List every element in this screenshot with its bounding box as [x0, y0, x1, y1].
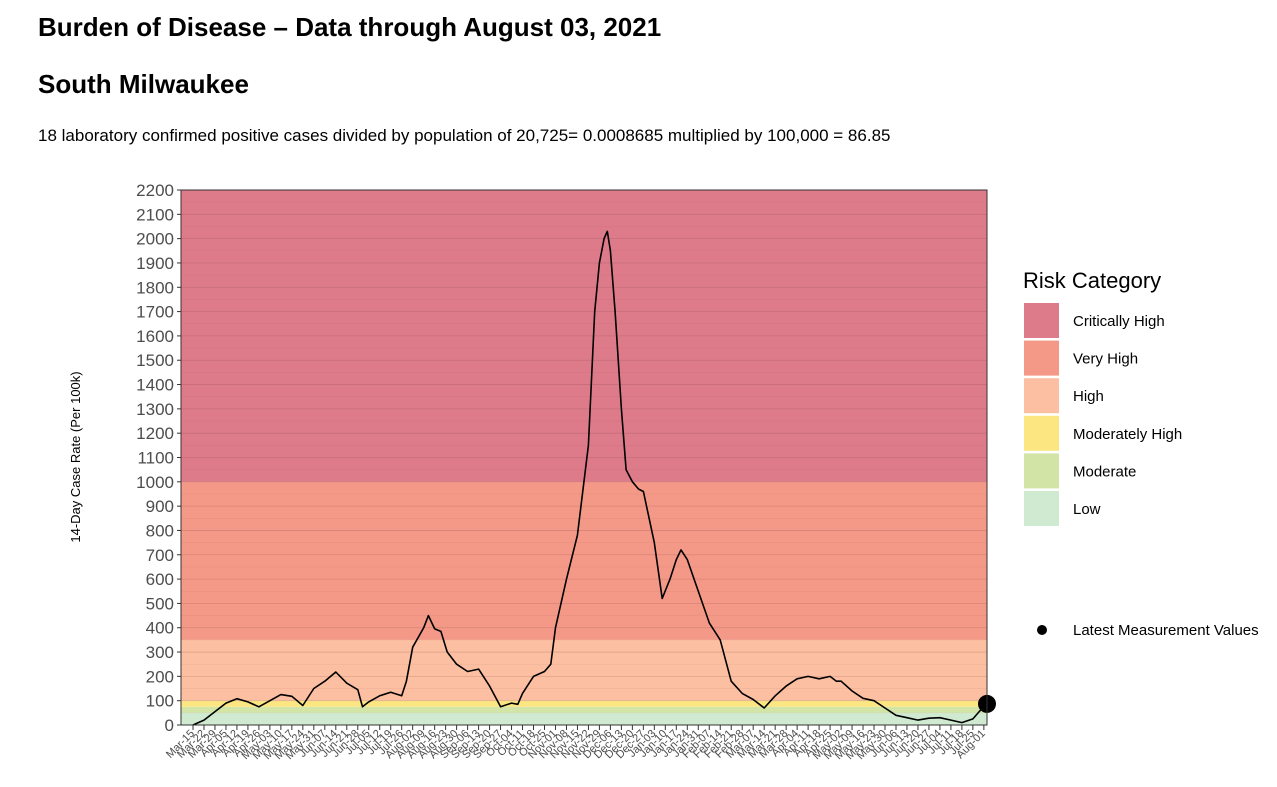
case-rate-formula: 18 laboratory confirmed positive cases d… — [38, 126, 891, 145]
y-axis-label: 14-Day Case Rate (Per 100k) — [68, 371, 83, 542]
gridlines — [181, 189, 987, 726]
band-moderate — [181, 706, 987, 713]
band-low — [181, 712, 987, 725]
marker-legend: Latest Measurement Values — [1037, 622, 1259, 639]
y-tick-label: 0 — [165, 716, 174, 735]
y-tick-label: 500 — [146, 594, 174, 613]
legend-swatch — [1024, 378, 1059, 414]
y-tick-label: 800 — [146, 521, 174, 540]
band-very-high — [181, 481, 987, 640]
y-tick-label: 1600 — [136, 327, 174, 346]
page-title: Burden of Disease – Data through August … — [38, 12, 662, 42]
legend-swatch — [1024, 491, 1059, 526]
marker-legend-label: Latest Measurement Values — [1073, 622, 1259, 639]
plot-frame — [180, 189, 988, 726]
legend-label: High — [1073, 388, 1104, 405]
legend-label: Moderate — [1073, 463, 1136, 480]
y-tick-label: 1400 — [136, 376, 174, 395]
y-tick-label: 100 — [146, 692, 174, 711]
y-tick-label: 1900 — [136, 254, 174, 273]
y-tick-label: 300 — [146, 643, 174, 662]
y-tick-label: 2200 — [136, 181, 174, 200]
legend-swatch — [1024, 415, 1059, 451]
risk-legend: Risk Category Critically High Very High Hig… — [1023, 268, 1182, 526]
legend-label: Moderately High — [1073, 426, 1182, 443]
y-tick-label: 1100 — [137, 449, 174, 468]
legend-title: Risk Category — [1023, 268, 1161, 293]
legend-label: Low — [1073, 501, 1101, 518]
x-axis: Mar-15Mar-22Mar-29Apr-05Apr-12Apr-19Apr-… — [164, 725, 988, 762]
y-tick-label: 900 — [146, 497, 174, 516]
y-axis: 0 100 200 300 400 500 600 700 800 900 1000 1100 1200… — [136, 181, 182, 735]
y-tick-label: 1000 — [136, 473, 174, 492]
y-tick-label: 2000 — [136, 230, 174, 249]
band-moderately-high — [181, 700, 987, 707]
risk-bands — [181, 190, 987, 725]
y-tick-label: 600 — [146, 570, 174, 589]
series-line — [192, 230, 988, 726]
legend-swatch — [1024, 453, 1059, 489]
legend-label: Critically High — [1073, 313, 1165, 330]
y-tick-label: 1200 — [136, 424, 174, 443]
y-tick-label: 200 — [146, 667, 174, 686]
y-tick-label: 1300 — [136, 400, 174, 419]
band-high — [181, 639, 987, 701]
legend-label: Very High — [1073, 351, 1138, 368]
marker-legend-dot — [1037, 625, 1047, 635]
y-tick-label: 400 — [146, 619, 174, 638]
y-tick-label: 1500 — [136, 351, 174, 370]
legend-swatch — [1024, 303, 1059, 338]
page-subtitle: South Milwaukee — [38, 69, 249, 99]
y-tick-label: 700 — [146, 546, 174, 565]
legend-swatch — [1024, 340, 1059, 376]
y-tick-label: 2100 — [136, 205, 174, 224]
y-tick-label: 1800 — [136, 278, 174, 297]
y-tick-label: 1700 — [136, 303, 174, 322]
band-critically-high — [181, 190, 987, 482]
